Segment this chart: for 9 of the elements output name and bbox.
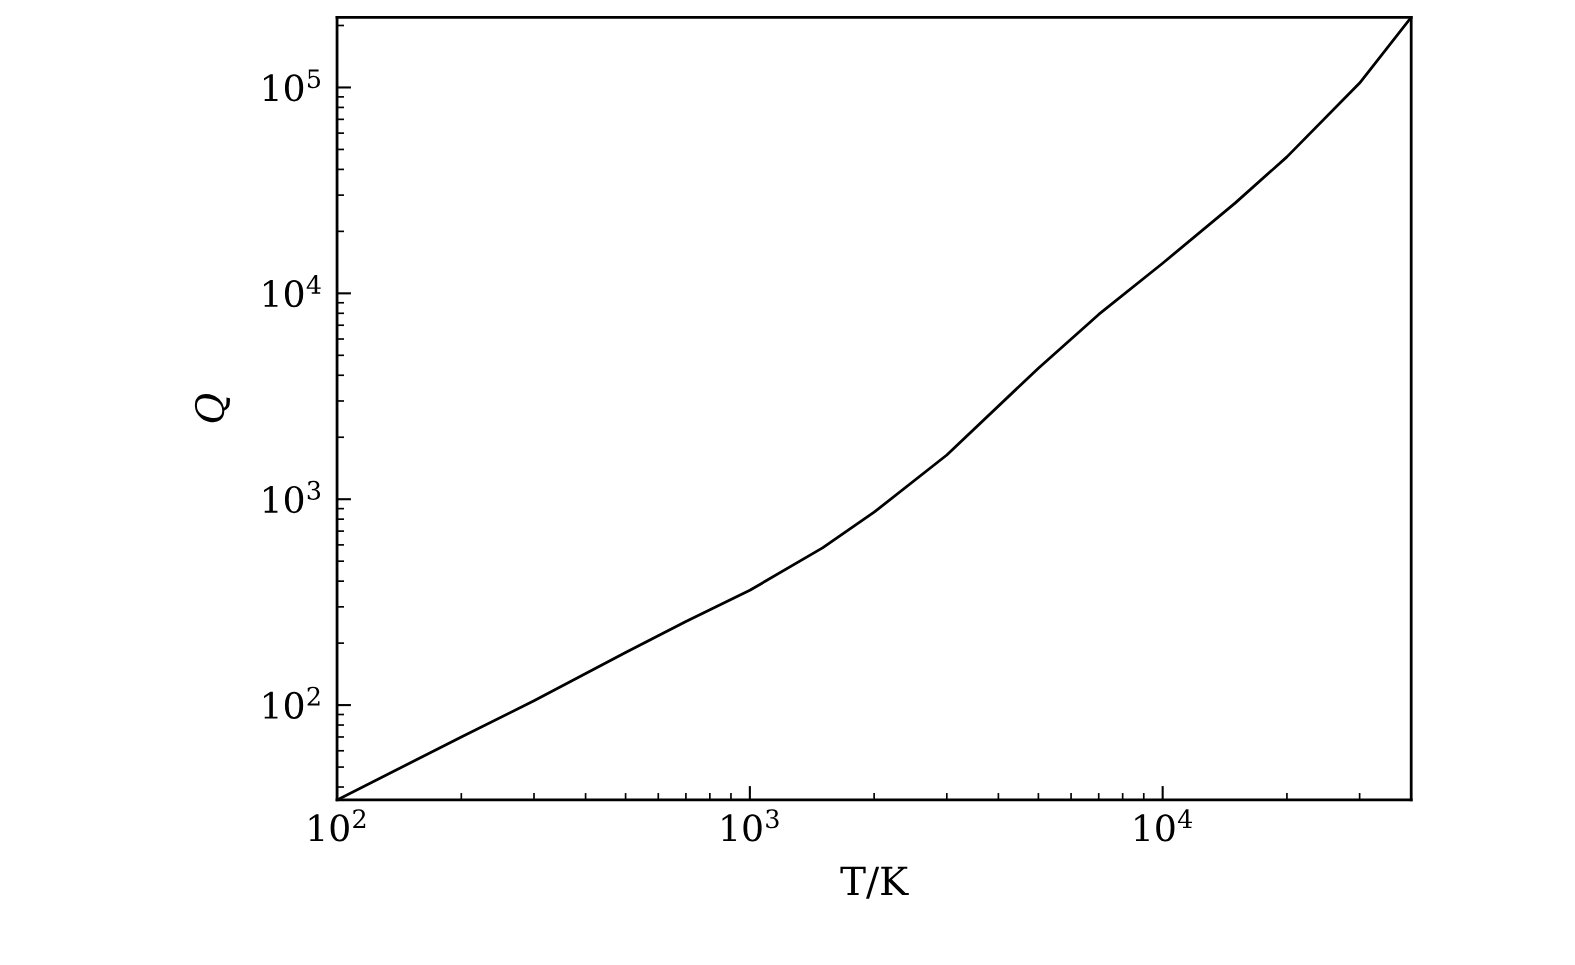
x-tick-label: 10$^{4}$: [1135, 809, 1192, 842]
y-tick-label: 10$^{3}$: [264, 480, 321, 514]
x-tick-label: 10$^{2}$: [309, 809, 366, 842]
x-axis-title: T/K: [840, 866, 909, 899]
y-tick-label: 10$^{5}$: [264, 69, 321, 102]
y-tick-label: 10$^{4}$: [264, 274, 321, 308]
y-tick-label: 10$^{2}$: [264, 686, 320, 720]
x-tick-label: 10$^{3}$: [722, 809, 779, 842]
y-axis-title: Q: [194, 393, 230, 423]
